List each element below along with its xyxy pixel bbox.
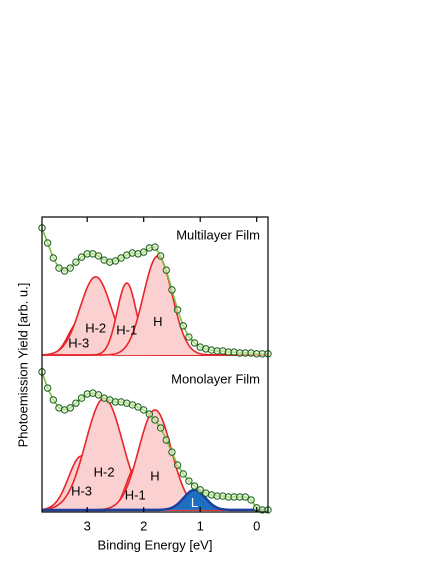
- data-point: [156, 252, 165, 260]
- y-axis-label: Photoemission Yield [arb. u.]: [15, 283, 30, 448]
- x-axis-label: Binding Energy [eV]: [98, 537, 213, 552]
- data-point: [168, 286, 176, 294]
- data-point: [49, 396, 57, 404]
- data-point: [94, 252, 103, 260]
- data-point: [179, 470, 187, 478]
- data-point: [145, 410, 154, 418]
- peak-area: [42, 255, 268, 356]
- data-point: [134, 403, 142, 411]
- data-point: [190, 482, 199, 490]
- peak-label: L: [191, 495, 198, 510]
- peak-label: H-3: [71, 484, 92, 499]
- data-point: [185, 477, 193, 485]
- x-tick-label: 3: [84, 518, 91, 533]
- data-point: [156, 424, 165, 432]
- data-point: [60, 267, 69, 275]
- data-point: [140, 248, 148, 256]
- data-point: [43, 384, 52, 392]
- peak-area: [42, 276, 268, 356]
- peak-curve: [42, 488, 268, 512]
- panel-title: Multilayer Film: [176, 227, 260, 242]
- peak-label: H: [150, 468, 159, 483]
- data-point: [190, 339, 199, 347]
- peak-label: H-1: [116, 323, 137, 338]
- data-point: [77, 394, 86, 402]
- peak-area: [42, 398, 268, 510]
- x-tick-label: 2: [140, 518, 147, 533]
- peak-label: H: [153, 314, 162, 329]
- data-point: [55, 264, 63, 272]
- data-point: [66, 404, 74, 412]
- data-point: [247, 496, 255, 504]
- plot-frame: [41, 216, 269, 513]
- peak-label: H-2: [85, 321, 106, 336]
- data-point: [162, 436, 171, 444]
- panel-title: Monolayer Film: [171, 371, 260, 386]
- data-point: [196, 486, 204, 494]
- data-point: [66, 264, 74, 272]
- data-point: [185, 333, 193, 341]
- data-point: [72, 399, 80, 407]
- data-point: [151, 416, 159, 424]
- data-point: [162, 266, 171, 274]
- data-point: [241, 493, 250, 501]
- peak-label: H-2: [94, 464, 115, 479]
- data-point: [111, 257, 120, 265]
- data-point: [173, 461, 182, 469]
- data-point: [49, 254, 57, 262]
- data-point: [72, 258, 80, 266]
- peak-label: H-3: [68, 336, 89, 351]
- data-point: [179, 322, 187, 330]
- x-tick-label: 1: [197, 518, 204, 533]
- data-point: [94, 391, 103, 399]
- data-point: [173, 306, 182, 314]
- data-point: [151, 243, 159, 251]
- data-point: [168, 448, 176, 456]
- data-point: [140, 406, 148, 414]
- data-point: [117, 254, 125, 262]
- data-point: [77, 253, 86, 261]
- peak-area: [42, 409, 268, 510]
- data-point: [43, 239, 52, 247]
- x-tick-label: 0: [253, 518, 260, 533]
- peak-label: H-1: [125, 488, 146, 503]
